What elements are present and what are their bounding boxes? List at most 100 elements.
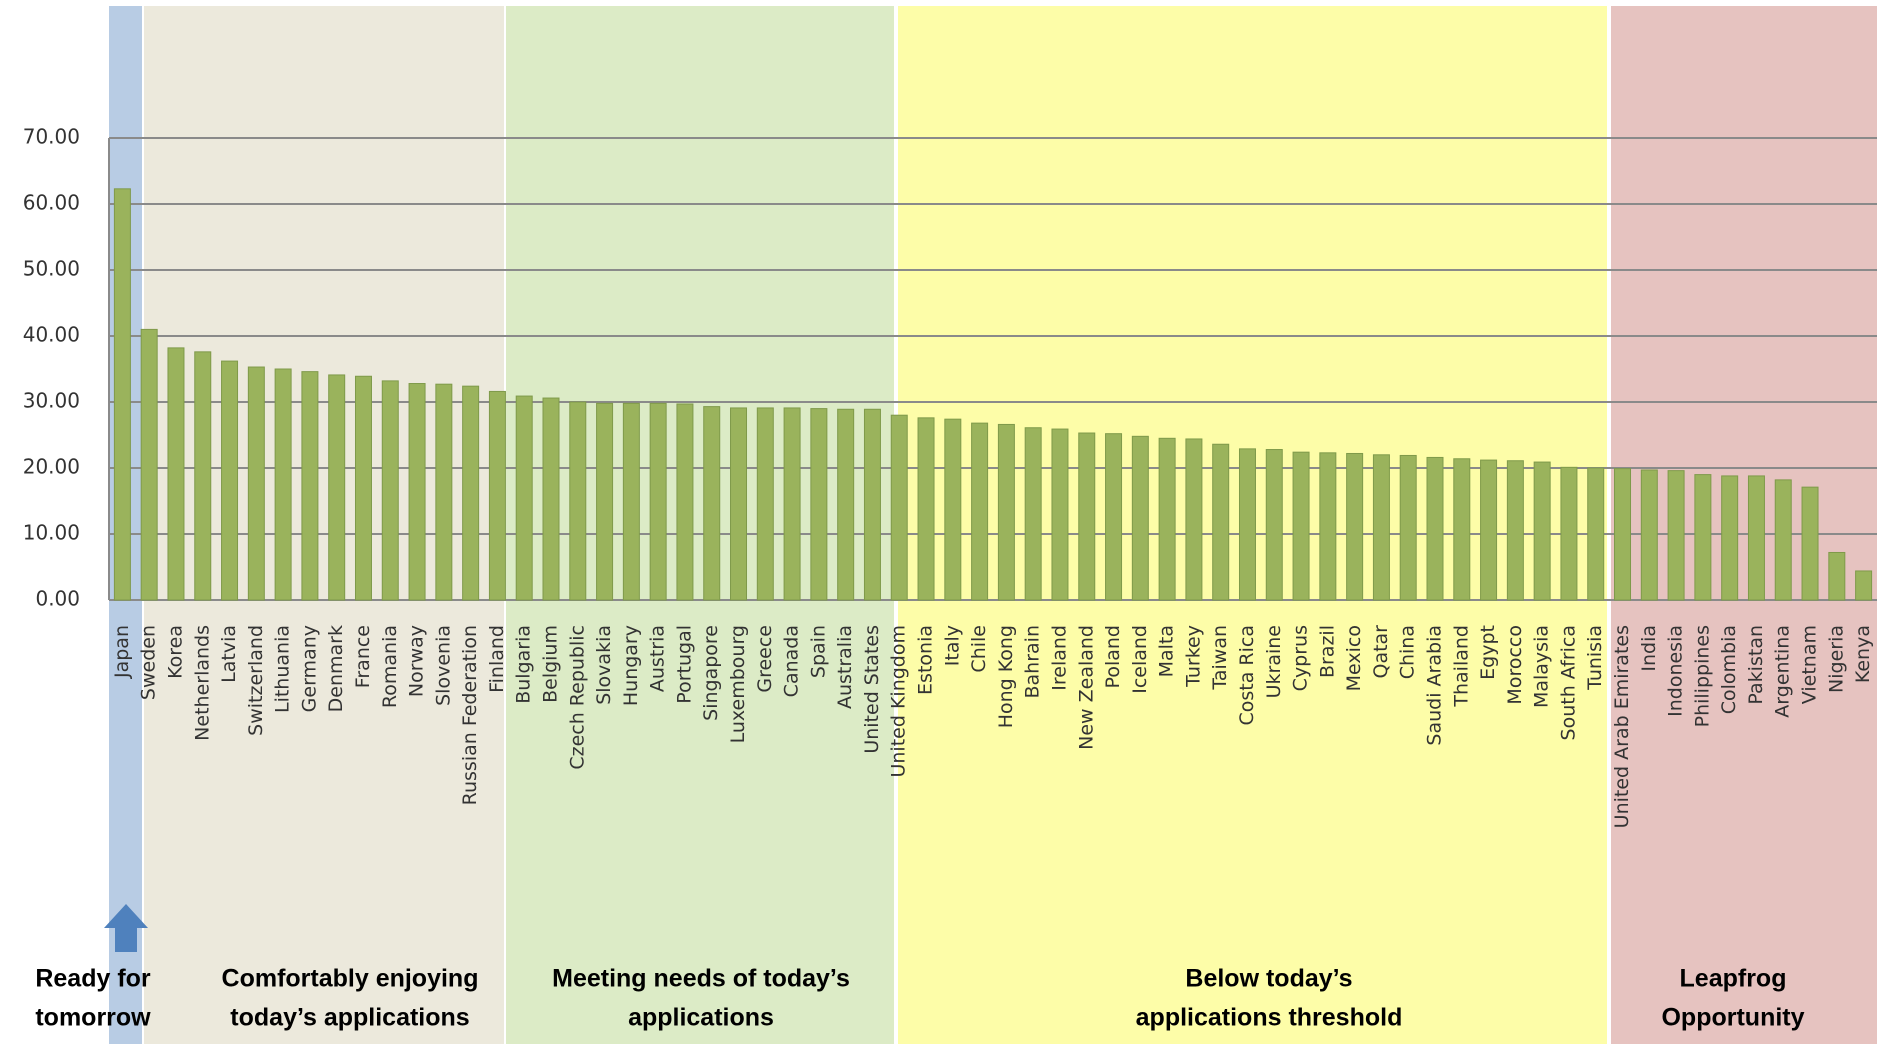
x-tick-label: Japan <box>111 625 133 679</box>
x-tick-label: Hong Kong <box>995 625 1017 728</box>
x-tick-label: India <box>1638 625 1660 672</box>
x-tick-label: Mexico <box>1343 625 1365 691</box>
y-tick-label: 20.00 <box>23 455 80 479</box>
x-tick-label: Poland <box>1102 625 1124 688</box>
bar <box>622 402 640 601</box>
bar <box>810 408 828 601</box>
x-tick-label: Estonia <box>915 625 937 695</box>
bar <box>1614 468 1632 601</box>
bar <box>1105 433 1123 601</box>
x-tick-label: Singapore <box>700 625 722 721</box>
bar <box>863 408 881 601</box>
x-tick-label: Australia <box>834 625 856 709</box>
bar <box>381 380 399 601</box>
x-tick-label: United Kingdom <box>888 625 910 778</box>
arrow <box>104 904 148 952</box>
bar <box>1372 454 1390 601</box>
bar <box>1533 461 1551 601</box>
bar <box>1828 551 1846 601</box>
bar <box>1399 454 1417 601</box>
y-tick-label: 50.00 <box>23 257 80 281</box>
x-tick-label: Kenya <box>1852 625 1874 683</box>
bar <box>703 406 721 601</box>
x-tick-label: Saudi Arabia <box>1424 625 1446 746</box>
bar <box>1078 432 1096 601</box>
x-tick-label: Italy <box>941 625 963 666</box>
y-tick-label: 30.00 <box>23 389 80 413</box>
x-tick-label: Qatar <box>1370 625 1392 679</box>
x-tick-label: Turkey <box>1182 625 1204 688</box>
bar <box>274 368 292 601</box>
bar <box>837 408 855 601</box>
group-label: today’s applications <box>230 1004 469 1032</box>
x-tick-label: Pakistan <box>1745 625 1767 705</box>
bar <box>140 328 158 601</box>
bar <box>917 417 935 601</box>
bar <box>1560 466 1578 601</box>
bar <box>1426 456 1444 601</box>
y-tick-label: 60.00 <box>23 191 80 215</box>
x-tick-label: Thailand <box>1450 625 1472 708</box>
x-tick-label: Tunisia <box>1584 625 1606 691</box>
x-tick-label: Indonesia <box>1665 625 1687 717</box>
x-tick-label: Brazil <box>1316 625 1338 678</box>
x-tick-label: Portugal <box>673 625 695 704</box>
x-tick-label: Chile <box>968 625 990 673</box>
x-tick-label: Ireland <box>1048 625 1070 691</box>
bar <box>730 407 748 601</box>
x-tick-label: China <box>1397 625 1419 679</box>
x-tick-label: Bulgaria <box>513 625 535 704</box>
bar <box>1480 459 1498 601</box>
x-tick-label: Germany <box>298 625 320 712</box>
x-tick-label: Cyprus <box>1290 625 1312 691</box>
x-tick-label: Austria <box>647 625 669 692</box>
group-label: applications <box>628 1004 774 1032</box>
x-tick-label: Lithuania <box>272 625 294 713</box>
bar <box>1587 467 1605 601</box>
bar <box>1265 449 1283 601</box>
x-tick-label: Argentina <box>1772 625 1794 718</box>
x-tick-label: Russian Federation <box>459 625 481 805</box>
bar <box>488 390 506 601</box>
bar <box>328 374 346 601</box>
bar <box>301 371 319 601</box>
bar <box>113 188 131 601</box>
bar <box>1346 452 1364 601</box>
bar <box>1158 437 1176 601</box>
x-tick-label: Spain <box>807 625 829 678</box>
bar <box>408 383 426 601</box>
bar <box>515 395 533 601</box>
x-tick-label: Malta <box>1156 625 1178 677</box>
x-tick-label: Netherlands <box>191 625 213 741</box>
group-label: Comfortably enjoying <box>222 965 479 993</box>
x-tick-label: Colombia <box>1718 625 1740 714</box>
x-tick-label: Vietnam <box>1799 625 1821 704</box>
band-meeting <box>506 6 894 1044</box>
bar <box>783 407 801 601</box>
bar <box>1319 452 1337 601</box>
group-label: Below today’s <box>1185 965 1352 993</box>
x-tick-label: Latvia <box>218 625 240 683</box>
bar <box>1747 475 1765 601</box>
x-tick-label: New Zealand <box>1075 625 1097 750</box>
group-label: Meeting needs of today’s <box>552 965 850 993</box>
bar <box>1212 443 1230 601</box>
x-tick-label: Nigeria <box>1825 625 1847 693</box>
x-tick-label: Hungary <box>620 625 642 706</box>
bar <box>194 351 212 601</box>
group-label: applications threshold <box>1136 1004 1403 1032</box>
x-tick-label: Norway <box>406 625 428 697</box>
x-tick-label: Philippines <box>1691 625 1713 727</box>
bar <box>971 422 989 601</box>
group-label: Leapfrog <box>1680 965 1787 993</box>
x-tick-label: Malaysia <box>1531 625 1553 708</box>
group-label: Ready for <box>35 965 151 993</box>
bar <box>1694 474 1712 601</box>
bar <box>756 407 774 601</box>
bar <box>1131 435 1149 601</box>
bar <box>596 402 614 601</box>
x-tick-label: United Arab Emirates <box>1611 625 1633 828</box>
bar <box>1185 438 1203 601</box>
x-tick-label: Luxembourg <box>727 625 749 743</box>
x-tick-label: Korea <box>164 625 186 679</box>
